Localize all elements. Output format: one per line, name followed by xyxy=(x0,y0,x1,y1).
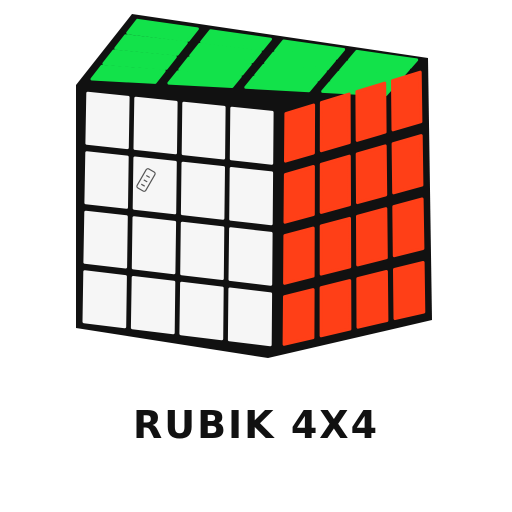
sticker-right-1-0 xyxy=(283,165,315,224)
sticker-right-0-0 xyxy=(284,103,316,163)
sticker-top-2-0 xyxy=(102,49,177,70)
sticker-front-3-2 xyxy=(179,281,224,341)
sticker-top-2-2 xyxy=(254,63,327,82)
sticker-top-0-2 xyxy=(274,39,346,60)
cube-right-face xyxy=(282,70,426,346)
sticker-front-1-0 xyxy=(84,151,129,209)
sticker-top-1-1 xyxy=(189,42,262,64)
sticker-front-0-3 xyxy=(229,106,274,165)
sticker-top-0-0 xyxy=(126,18,199,42)
sticker-top-0-3 xyxy=(348,49,419,69)
rubiks-cube-illustration xyxy=(76,14,432,358)
cube-top-face xyxy=(90,18,419,97)
sticker-right-3-3 xyxy=(393,261,426,321)
sticker-right-3-2 xyxy=(356,270,389,329)
cube-front-face xyxy=(82,91,274,347)
sticker-front-3-1 xyxy=(130,276,176,335)
sticker-top-3-0 xyxy=(90,64,166,84)
sticker-right-1-1 xyxy=(319,154,351,214)
sticker-front-3-0 xyxy=(82,270,127,329)
sticker-top-3-2 xyxy=(244,75,318,93)
sticker-right-0-3 xyxy=(391,70,423,132)
sticker-top-1-2 xyxy=(264,51,336,71)
sticker-front-1-1 xyxy=(132,156,177,215)
sticker-front-1-2 xyxy=(180,161,225,220)
product-title: RUBIK 4X4 xyxy=(132,403,380,447)
sticker-front-2-2 xyxy=(180,221,225,280)
sticker-front-2-0 xyxy=(83,210,128,269)
sticker-right-1-2 xyxy=(355,144,388,205)
sticker-top-3-1 xyxy=(167,70,242,88)
sticker-front-2-1 xyxy=(131,216,177,275)
sticker-front-0-2 xyxy=(181,101,226,160)
center-cap-logo xyxy=(136,168,156,192)
sticker-top-0-1 xyxy=(200,29,272,51)
sticker-right-0-2 xyxy=(355,81,387,142)
sticker-front-1-3 xyxy=(229,167,274,226)
sticker-front-2-3 xyxy=(228,227,273,286)
sticker-right-2-1 xyxy=(319,216,352,276)
sticker-front-0-0 xyxy=(85,91,130,150)
sticker-right-2-3 xyxy=(392,197,425,258)
sticker-right-1-3 xyxy=(391,134,424,195)
sticker-right-2-0 xyxy=(283,226,315,285)
sticker-right-3-0 xyxy=(282,288,315,346)
sticker-top-1-0 xyxy=(114,34,188,56)
sticker-right-3-1 xyxy=(319,279,352,338)
sticker-right-0-1 xyxy=(319,92,351,153)
sticker-right-2-2 xyxy=(356,207,388,267)
sticker-front-3-3 xyxy=(227,287,273,347)
sticker-front-0-1 xyxy=(133,96,178,155)
sticker-top-2-1 xyxy=(178,56,252,76)
